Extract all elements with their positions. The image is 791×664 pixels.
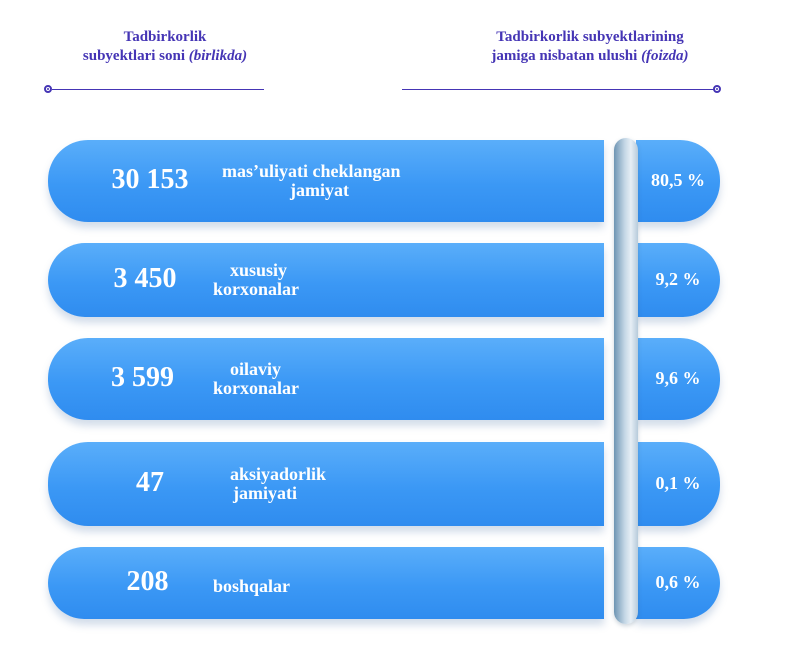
row-percent-0: 80,5 % (651, 170, 705, 190)
row-label-3: aksiyadorlik jamiyati (213, 465, 326, 503)
row-label-3-line-0: aksiyadorlik (230, 464, 327, 484)
row-label-1-line-1: korxonalar (213, 279, 300, 299)
row-bar-4 (48, 547, 604, 619)
row-share-bar-2 (636, 338, 720, 420)
header-count-column: Tadbirkorlik subyektlari soni (birlikda) (40, 28, 290, 66)
right-header-rule (402, 89, 714, 90)
row-count-0: 30 153 (111, 164, 189, 195)
row-share-bar-0 (636, 140, 720, 222)
header-share-line2: jamiga nisbatan ulushi (foizda) (440, 47, 740, 66)
left-rule-dot-icon (44, 85, 52, 93)
row-label-4: boshqalar (213, 575, 291, 596)
row-percent-3: 0,1 % (655, 473, 701, 493)
row-label-0-line-1: jamiyat (290, 180, 349, 200)
row-bar-2 (48, 338, 604, 420)
header-share-line1: Tadbirkorlik subyektlarining (496, 29, 684, 45)
row-label-2-line-1: korxonalar (213, 378, 300, 398)
row-bar-1 (48, 243, 604, 317)
row-count-4: 208 (126, 566, 169, 597)
row-label-3-line-1: jamiyati (233, 483, 297, 503)
row-bar-0 (48, 140, 604, 222)
row-percent-2: 9,6 % (655, 368, 701, 388)
row-count-3: 47 (136, 467, 164, 498)
row-share-bar-4 (636, 547, 720, 619)
right-rule-dot-icon (713, 85, 721, 93)
row-label-0: mas’uliyati cheklangan jamiyat (222, 162, 401, 200)
row-label-1-line-0: xususiy (230, 260, 288, 280)
row-percent-1: 9,2 % (655, 269, 701, 289)
left-header-rule (52, 89, 264, 90)
row-share-bar-3 (636, 442, 720, 526)
row-label-4-line-0: boshqalar (213, 575, 291, 596)
row-bar-3 (48, 442, 604, 526)
header-share-column: Tadbirkorlik subyektlarining jamiga nisb… (440, 28, 740, 66)
header-count-line2: subyektlari soni (birlikda) (40, 47, 290, 66)
header-share-unit: (foizda) (641, 48, 689, 64)
row-label-2-line-0: oilaviy (230, 359, 282, 379)
row-share-bar-1 (636, 243, 720, 317)
row-count-1: 3 450 (113, 263, 177, 294)
header-share-line2-text: jamiga nisbatan ulushi (491, 48, 638, 64)
row-percent-4: 0,6 % (655, 572, 701, 592)
row-label-1: xususiy korxonalar (213, 261, 299, 299)
header-count-line2-text: subyektlari soni (82, 48, 185, 64)
center-spine-divider (614, 138, 638, 624)
header-count-line1: Tadbirkorlik (123, 29, 207, 45)
header-count-unit: (birlikda) (188, 48, 248, 64)
row-count-2: 3 599 (111, 362, 174, 393)
row-label-0-line-0: mas’uliyati cheklangan (222, 161, 401, 181)
row-label-2: oilaviy korxonalar (213, 360, 299, 398)
